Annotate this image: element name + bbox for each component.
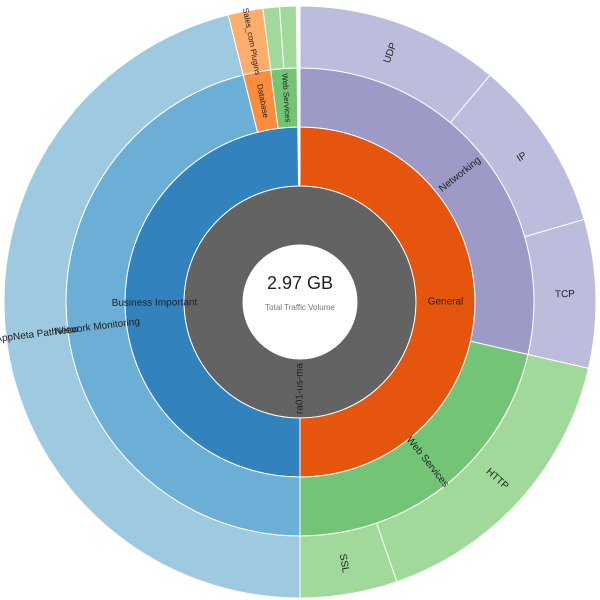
center-value: 2.97 GB	[267, 273, 333, 293]
center-label: Total Traffic Volume	[265, 303, 335, 312]
arc-label: SSL	[337, 553, 351, 574]
arc-label: Web Services	[280, 73, 292, 123]
arc-label: General	[428, 297, 464, 308]
arc-label: Business Important	[112, 297, 198, 309]
arc-label: TCP	[555, 289, 576, 301]
sunburst-arc	[3, 14, 301, 599]
arc-label: ra01-us-ma	[295, 363, 306, 415]
sunburst-arc	[279, 5, 298, 70]
